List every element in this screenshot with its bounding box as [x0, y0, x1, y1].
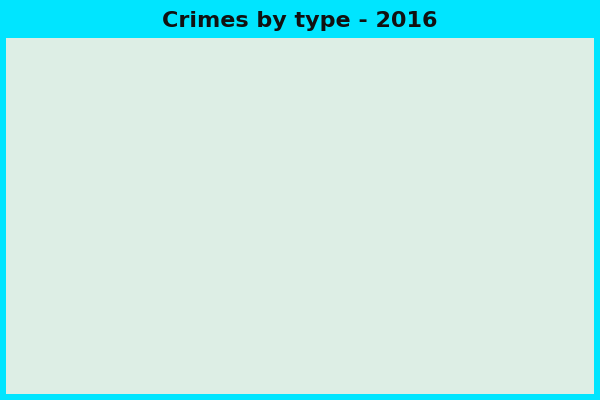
- Text: Assaults (9.3%): Assaults (9.3%): [148, 122, 232, 143]
- Wedge shape: [105, 71, 387, 353]
- Text: Crimes by type - 2016: Crimes by type - 2016: [162, 11, 438, 31]
- Wedge shape: [133, 112, 246, 212]
- Text: Thefts (85.3%): Thefts (85.3%): [280, 280, 368, 341]
- Text: Burglaries (1.6%): Burglaries (1.6%): [107, 139, 240, 154]
- Text: ⦿: ⦿: [485, 56, 493, 69]
- Text: Robberies (2.3%): Robberies (2.3%): [193, 92, 318, 162]
- Text: City-Data.com: City-Data.com: [485, 59, 559, 69]
- Text: Auto thefts (1.6%): Auto thefts (1.6%): [179, 104, 279, 155]
- Wedge shape: [146, 103, 246, 212]
- Wedge shape: [232, 71, 246, 212]
- Wedge shape: [157, 72, 246, 212]
